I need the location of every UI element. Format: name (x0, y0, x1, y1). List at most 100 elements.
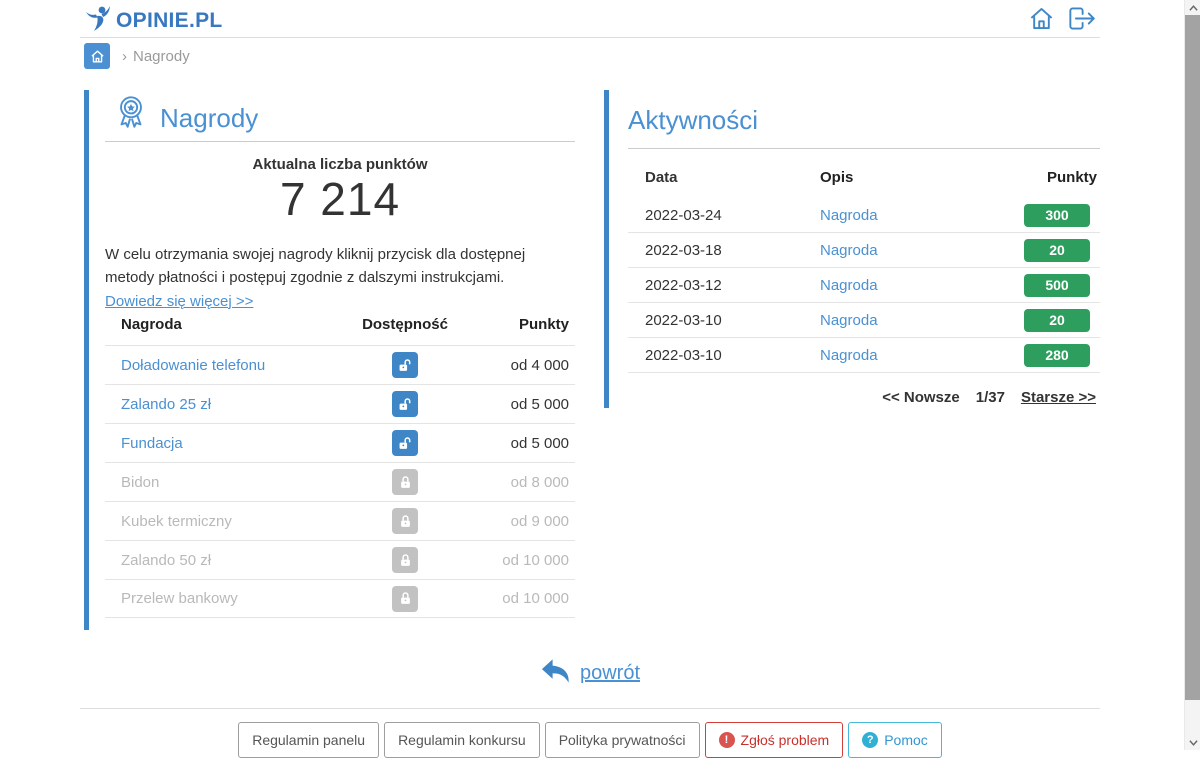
vertical-scrollbar[interactable] (1184, 0, 1200, 750)
reward-points: od 10 000 (502, 551, 569, 569)
lock-closed-button (392, 469, 418, 495)
lock-open-button[interactable] (392, 430, 418, 456)
table-row: Przelew bankowy od 10 000 (105, 579, 575, 618)
reward-name: Przelew bankowy (121, 590, 238, 607)
divider (628, 148, 1100, 149)
table-row: 2022-03-24 Nagroda 300 (628, 198, 1100, 233)
pomoc-button[interactable]: ? Pomoc (848, 722, 942, 758)
activities-panel-title: Aktywności (628, 105, 759, 135)
activity-link[interactable]: Nagroda (820, 346, 878, 364)
header-dostepnosc: Dostępność (362, 316, 448, 333)
zglos-problem-button[interactable]: ! Zgłoś problem (704, 722, 844, 758)
logout-icon[interactable] (1067, 5, 1096, 32)
scrollbar-thumb[interactable] (1185, 15, 1200, 700)
header-nagroda: Nagroda (121, 316, 182, 333)
rewards-panel-accent-bar (84, 90, 89, 630)
activities-table-header: Data Opis Punkty (628, 163, 1100, 198)
activity-link[interactable]: Nagroda (820, 241, 878, 259)
reward-name: Bidon (121, 473, 160, 491)
regulamin-panelu-button[interactable]: Regulamin panelu (238, 722, 380, 758)
points-badge: 20 (1024, 238, 1090, 262)
header-punkty: Punkty (1046, 169, 1097, 186)
header-punkty: Punkty (518, 316, 569, 333)
polityka-prywatnosci-button[interactable]: Polityka prywatności (544, 722, 700, 758)
pagination-older[interactable]: Starsze >> (1020, 389, 1096, 406)
reward-name: Kubek termiczny (121, 512, 232, 530)
reward-points: od 4 000 (510, 356, 569, 374)
rewards-table: Nagroda Dostępność Punkty Doładowanie te… (105, 316, 575, 618)
lock-open-button[interactable] (392, 391, 418, 417)
regulamin-konkursu-button[interactable]: Regulamin konkursu (384, 722, 540, 758)
breadcrumb-separator: › (122, 48, 127, 65)
points-badge: 500 (1024, 273, 1090, 297)
activity-link[interactable]: Nagroda (820, 206, 878, 224)
points-value: 7 214 (279, 173, 401, 225)
points-label: Aktualna liczba punktów (252, 156, 428, 173)
breadcrumb-current: Nagrody (133, 48, 190, 65)
question-circle-icon: ? (862, 732, 879, 748)
breadcrumb-home-button[interactable] (84, 43, 110, 69)
reward-link[interactable]: Fundacja (121, 434, 183, 452)
logo-person-icon (85, 5, 111, 37)
activity-date: 2022-03-10 (645, 311, 722, 329)
scroll-up-arrow[interactable] (1185, 0, 1200, 15)
logo-text: OPINIE.PL (116, 9, 223, 32)
reward-points: od 10 000 (502, 590, 569, 607)
home-icon[interactable] (1028, 5, 1055, 32)
reward-link[interactable]: Doładowanie telefonu (121, 356, 266, 374)
scroll-down-arrow[interactable] (1185, 735, 1200, 750)
activity-date: 2022-03-10 (645, 346, 722, 364)
button-label: Regulamin panelu (252, 732, 366, 748)
reward-link[interactable]: Zalando 25 zł (121, 395, 212, 413)
button-label: Zgłoś problem (740, 732, 830, 748)
lock-open-button[interactable] (392, 352, 418, 378)
reward-points: od 9 000 (510, 512, 569, 530)
header-divider (80, 37, 1100, 38)
activity-date: 2022-03-24 (645, 206, 722, 224)
lock-closed-button (392, 585, 418, 612)
award-ribbon-icon (112, 94, 150, 137)
button-label: Regulamin konkursu (398, 732, 526, 748)
reward-points: od 5 000 (510, 395, 569, 413)
lock-closed-button (392, 508, 418, 534)
rewards-description: W celu otrzymania swojej nagrody kliknij… (105, 246, 526, 287)
table-row: Fundacja od 5 000 (105, 423, 575, 462)
activity-link[interactable]: Nagroda (820, 276, 878, 294)
pagination: << Nowsze 1/37 Starsze >> (628, 389, 1096, 406)
table-row: Doładowanie telefonu od 4 000 (105, 345, 575, 384)
pagination-newer: << Nowsze (882, 389, 960, 406)
footer-divider (80, 708, 1100, 709)
lock-closed-button (392, 547, 418, 573)
points-badge: 280 (1024, 343, 1090, 367)
header-opis: Opis (820, 169, 854, 186)
reward-name: Zalando 50 zł (121, 551, 212, 569)
table-row: Kubek termiczny od 9 000 (105, 501, 575, 540)
exclamation-circle-icon: ! (718, 732, 735, 748)
app-logo[interactable]: OPINIE.PL (85, 5, 223, 37)
divider (105, 141, 575, 142)
points-badge: 20 (1024, 308, 1090, 332)
table-row: 2022-03-12 Nagroda 500 (628, 268, 1100, 303)
activities-panel-accent-bar (604, 90, 609, 408)
table-row: Bidon od 8 000 (105, 462, 575, 501)
activity-link[interactable]: Nagroda (820, 311, 878, 329)
header-data: Data (645, 169, 678, 186)
reward-points: od 8 000 (510, 473, 569, 491)
table-row: 2022-03-10 Nagroda 20 (628, 303, 1100, 338)
points-badge: 300 (1024, 203, 1090, 227)
table-row: Zalando 50 zł od 10 000 (105, 540, 575, 579)
button-label: Pomoc (884, 732, 928, 748)
table-row: 2022-03-10 Nagroda 280 (628, 338, 1100, 373)
back-arrow-icon (540, 658, 571, 689)
footer-buttons: Regulamin panelu Regulamin konkursu Poli… (80, 722, 1100, 758)
activity-date: 2022-03-12 (645, 276, 722, 294)
rewards-table-header: Nagroda Dostępność Punkty (105, 316, 575, 345)
table-row: Zalando 25 zł od 5 000 (105, 384, 575, 423)
learn-more-link[interactable]: Dowiedz się więcej >> (105, 292, 254, 310)
reward-points: od 5 000 (510, 434, 569, 452)
breadcrumb: › Nagrody (122, 48, 190, 65)
back-link[interactable]: powrót (579, 662, 641, 684)
pagination-page-indicator: 1/37 (975, 389, 1005, 406)
activity-date: 2022-03-18 (645, 241, 722, 259)
button-label: Polityka prywatności (558, 732, 686, 748)
